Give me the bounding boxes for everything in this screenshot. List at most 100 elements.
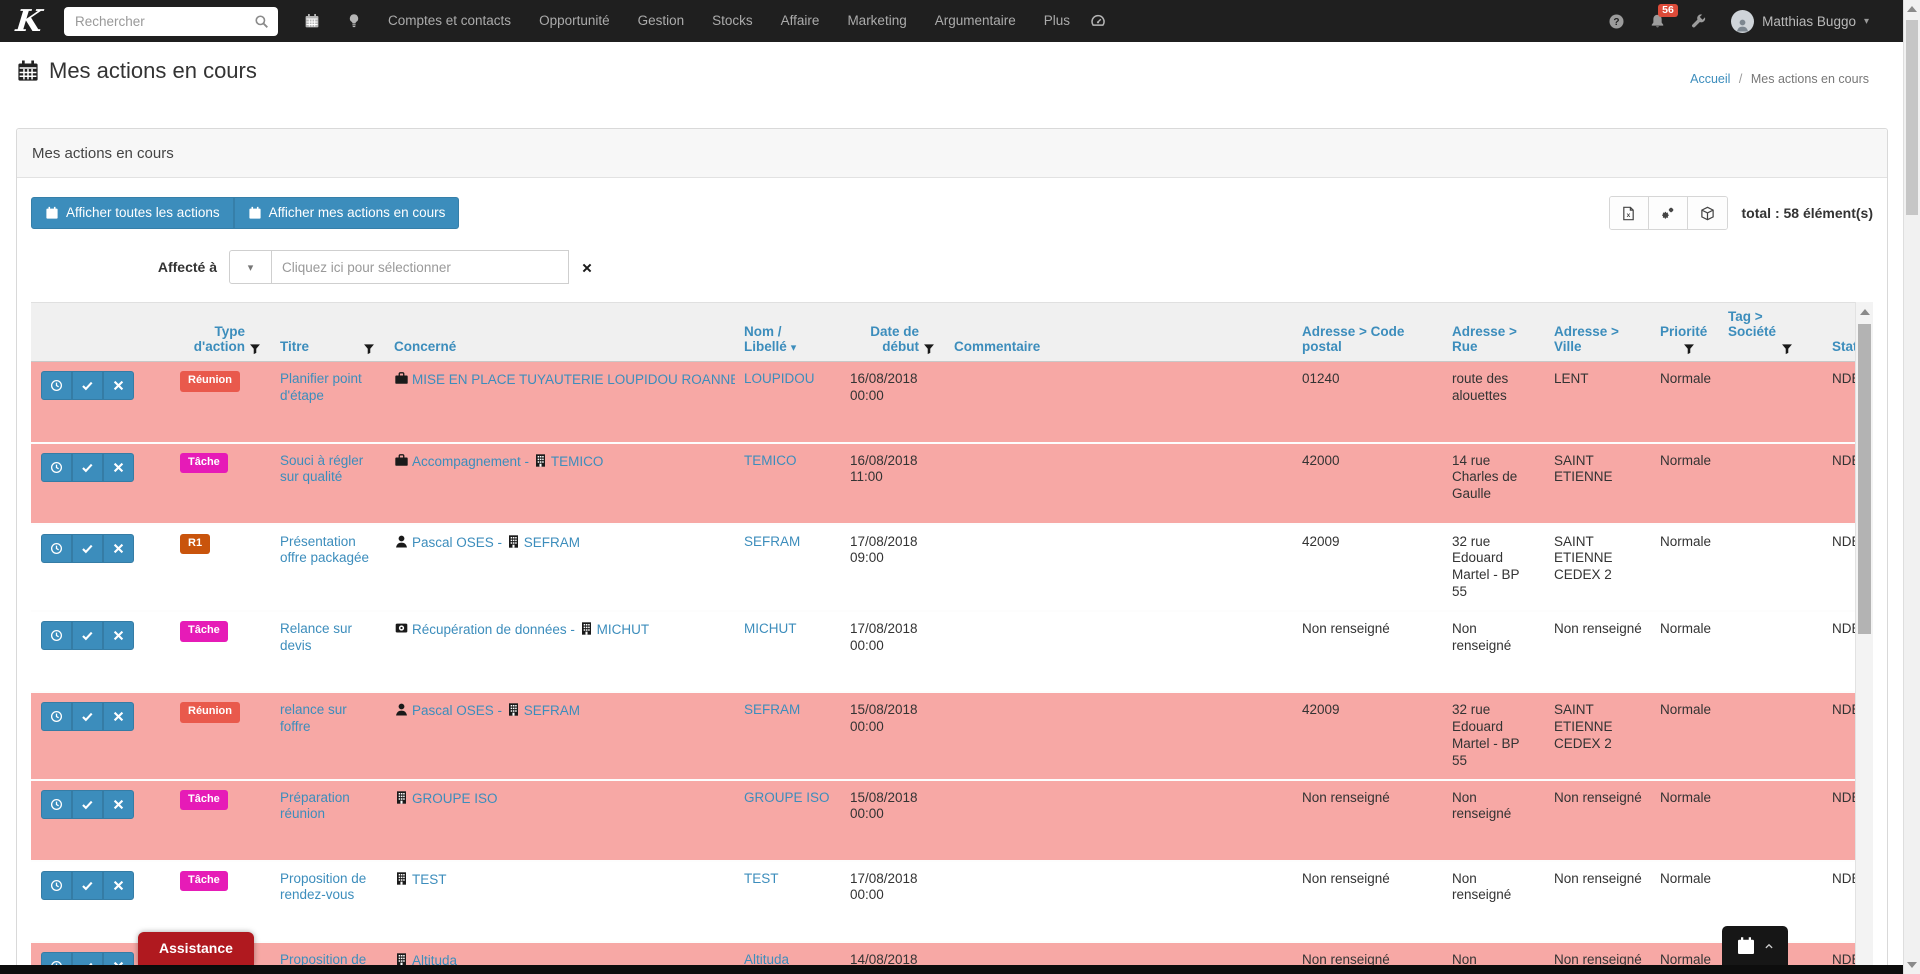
table-scrollbar-thumb[interactable] bbox=[1858, 324, 1871, 634]
postpone-clock-button[interactable] bbox=[41, 371, 72, 400]
menu-item-argumentaire[interactable]: Argumentaire bbox=[934, 13, 1016, 28]
postpone-clock-button[interactable] bbox=[41, 789, 72, 819]
menu-item-comptes[interactable]: Comptes et contacts bbox=[388, 13, 512, 28]
col-date-debut[interactable]: Date de début bbox=[841, 302, 945, 362]
col-nom-libelle[interactable]: Nom / Libellé ▾ bbox=[735, 302, 841, 362]
notifications-bell-icon[interactable]: 56 bbox=[1649, 3, 1678, 30]
filter-funnel-icon[interactable] bbox=[249, 341, 261, 356]
concerne-link[interactable]: Pascal OSES - bbox=[412, 534, 503, 550]
page-scrollbar[interactable] bbox=[1903, 0, 1920, 974]
action-title-link[interactable]: Proposition de rendez-vous bbox=[280, 870, 367, 903]
concerne-link[interactable]: TEST bbox=[412, 871, 447, 887]
filter-select-input[interactable] bbox=[272, 250, 569, 284]
concerne-link[interactable]: GROUPE ISO bbox=[412, 790, 498, 806]
breadcrumb-home[interactable]: Accueil bbox=[1690, 72, 1731, 86]
postpone-clock-button[interactable] bbox=[41, 702, 72, 731]
menu-item-plus[interactable]: Plus bbox=[1043, 13, 1071, 28]
cancel-x-button[interactable] bbox=[103, 870, 134, 900]
menu-item-gestion[interactable]: Gestion bbox=[637, 13, 685, 28]
cancel-x-button[interactable] bbox=[103, 621, 134, 650]
page-scrollbar-thumb[interactable] bbox=[1906, 20, 1918, 215]
concerne-link[interactable]: Accompagnement - bbox=[412, 453, 530, 469]
action-title-link[interactable]: relance sur foffre bbox=[280, 702, 347, 734]
action-title-link[interactable]: Planifier point d'étape bbox=[280, 371, 362, 403]
calendar-icon[interactable] bbox=[304, 13, 320, 29]
scroll-up-arrow-icon[interactable] bbox=[1860, 309, 1870, 315]
cancel-x-button[interactable] bbox=[103, 371, 134, 400]
cancel-x-button[interactable] bbox=[103, 789, 134, 819]
nom-link[interactable]: SEFRAM bbox=[744, 533, 801, 549]
validate-check-button[interactable] bbox=[72, 371, 103, 400]
cancel-x-button[interactable] bbox=[103, 452, 134, 482]
col-tag-societe[interactable]: Tag > Société bbox=[1719, 302, 1823, 362]
dashboard-gauge-icon[interactable] bbox=[1090, 13, 1106, 29]
concerne-link[interactable]: Altituda bbox=[412, 952, 458, 968]
lightbulb-icon[interactable] bbox=[346, 13, 362, 29]
show-my-actions-button[interactable]: Afficher mes actions en cours bbox=[233, 197, 460, 229]
nom-link[interactable]: Altituda bbox=[744, 951, 790, 967]
user-menu[interactable]: Matthias Buggo ▾ bbox=[1731, 9, 1869, 33]
filter-funnel-icon[interactable] bbox=[1683, 341, 1695, 356]
col-adresse-ville[interactable]: Adresse > Ville bbox=[1545, 302, 1651, 362]
nom-link[interactable]: GROUPE ISO bbox=[744, 789, 830, 805]
scroll-up-arrow-icon[interactable] bbox=[1907, 6, 1917, 12]
action-title-link[interactable]: Présentation offre packagée bbox=[280, 533, 370, 566]
assistance-button[interactable]: Assistance bbox=[138, 932, 254, 965]
concerne-link[interactable]: Récupération de données - bbox=[412, 622, 575, 637]
col-priorite[interactable]: Priorité bbox=[1651, 302, 1719, 362]
package-button[interactable] bbox=[1687, 197, 1727, 229]
validate-check-button[interactable] bbox=[72, 533, 103, 563]
show-all-actions-button[interactable]: Afficher toutes les actions bbox=[31, 197, 234, 229]
filter-funnel-icon[interactable] bbox=[363, 341, 375, 356]
help-icon[interactable] bbox=[1608, 13, 1625, 30]
filter-funnel-icon[interactable] bbox=[1781, 341, 1793, 356]
export-excel-button[interactable] bbox=[1609, 197, 1649, 229]
nom-link[interactable]: TEST bbox=[744, 870, 779, 886]
concerne-link[interactable]: MISE EN PLACE TUYAUTERIE LOUPIDOU ROANNE… bbox=[412, 372, 735, 387]
concerne-company-link[interactable]: SEFRAM bbox=[523, 534, 581, 550]
nom-link[interactable]: LOUPIDOU bbox=[744, 371, 815, 386]
clear-filter-button[interactable] bbox=[581, 260, 593, 275]
col-concerne[interactable]: Concerné bbox=[385, 302, 735, 362]
menu-item-stocks[interactable]: Stocks bbox=[712, 13, 753, 28]
menu-item-opportunite[interactable]: Opportunité bbox=[539, 13, 610, 28]
menu-item-affaire[interactable]: Affaire bbox=[780, 13, 820, 28]
validate-check-button[interactable] bbox=[72, 702, 103, 731]
scroll-down-arrow-icon[interactable] bbox=[1907, 962, 1917, 968]
nom-link[interactable]: SEFRAM bbox=[744, 702, 801, 717]
table-scrollbar[interactable] bbox=[1855, 302, 1873, 974]
col-commentaire[interactable]: Commentaire bbox=[945, 302, 1293, 362]
nom-link[interactable]: MICHUT bbox=[744, 621, 797, 636]
search-icon[interactable] bbox=[254, 14, 269, 32]
action-title-link[interactable]: Relance sur devis bbox=[280, 621, 353, 653]
search-input[interactable] bbox=[64, 6, 278, 36]
settings-gears-button[interactable] bbox=[1648, 197, 1688, 229]
validate-check-button[interactable] bbox=[72, 789, 103, 819]
concerne-link[interactable]: Pascal OSES - bbox=[412, 703, 503, 718]
col-titre[interactable]: Titre bbox=[271, 302, 385, 362]
action-title-link[interactable]: Souci à régler sur qualité bbox=[280, 452, 364, 485]
filter-dropdown-button[interactable]: ▾ bbox=[229, 250, 272, 284]
floating-calendar-button[interactable] bbox=[1722, 926, 1788, 965]
col-type-action[interactable]: Type d'action bbox=[171, 302, 271, 362]
cancel-x-button[interactable] bbox=[103, 702, 134, 731]
col-adresse-rue[interactable]: Adresse > Rue bbox=[1443, 302, 1545, 362]
cancel-x-button[interactable] bbox=[103, 533, 134, 563]
validate-check-button[interactable] bbox=[72, 452, 103, 482]
settings-wrench-icon[interactable] bbox=[1690, 13, 1707, 30]
postpone-clock-button[interactable] bbox=[41, 621, 72, 650]
concerne-company-link[interactable]: TEMICO bbox=[550, 453, 604, 469]
menu-item-marketing[interactable]: Marketing bbox=[847, 13, 907, 28]
col-adresse-cp[interactable]: Adresse > Code postal bbox=[1293, 302, 1443, 362]
postpone-clock-button[interactable] bbox=[41, 452, 72, 482]
postpone-clock-button[interactable] bbox=[41, 533, 72, 563]
validate-check-button[interactable] bbox=[72, 870, 103, 900]
concerne-company-link[interactable]: MICHUT bbox=[596, 622, 650, 637]
nom-link[interactable]: TEMICO bbox=[744, 452, 797, 468]
filter-funnel-icon[interactable] bbox=[923, 341, 935, 356]
action-title-link[interactable]: Préparation réunion bbox=[280, 789, 350, 822]
concerne-company-link[interactable]: SEFRAM bbox=[523, 703, 581, 718]
app-logo[interactable]: K bbox=[14, 3, 44, 39]
validate-check-button[interactable] bbox=[72, 621, 103, 650]
postpone-clock-button[interactable] bbox=[41, 870, 72, 900]
